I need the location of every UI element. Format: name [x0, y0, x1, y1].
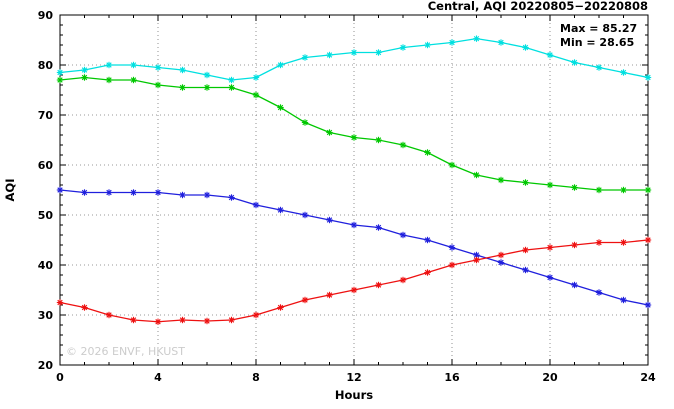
svg-text:40: 40: [38, 259, 54, 272]
svg-text:12: 12: [346, 371, 361, 384]
svg-text:80: 80: [38, 59, 54, 72]
grid-lines: [60, 15, 648, 365]
y-axis-label: AQI: [3, 179, 17, 202]
svg-text:16: 16: [444, 371, 460, 384]
series-cyan-series: [56, 35, 652, 84]
series-green-series: [56, 74, 652, 194]
axis-ticks: [59, 14, 649, 366]
svg-text:60: 60: [38, 159, 54, 172]
svg-text:50: 50: [38, 209, 54, 222]
max-annotation: Max = 85.27: [560, 22, 637, 35]
svg-text:30: 30: [38, 309, 54, 322]
y-tick-labels: 20 30 40 50 60 70 80 90: [38, 9, 54, 372]
svg-text:0: 0: [56, 371, 64, 384]
series-green-series-line: [59, 76, 648, 191]
min-annotation: Min = 28.65: [560, 36, 634, 49]
watermark-text: © 2026 ENVF, HKUST: [66, 345, 185, 358]
svg-text:90: 90: [38, 9, 54, 22]
svg-text:20: 20: [542, 371, 558, 384]
series-cyan-series-markers: [56, 35, 652, 84]
svg-text:70: 70: [38, 109, 54, 122]
svg-text:4: 4: [154, 371, 162, 384]
series-red-series-markers: [56, 236, 652, 325]
chart-title: Central, AQI 20220805−20220808: [428, 0, 648, 13]
svg-text:8: 8: [252, 371, 260, 384]
series-blue-series-markers: [56, 186, 652, 309]
series-green-series-markers: [56, 74, 652, 194]
x-axis-label: Hours: [335, 388, 373, 402]
svg-text:20: 20: [38, 359, 54, 372]
series-blue-series: [56, 186, 652, 309]
svg-text:24: 24: [640, 371, 656, 384]
series-red-series: [56, 236, 652, 325]
x-tick-labels: 0 4 8 12 16 20 24: [56, 371, 656, 384]
